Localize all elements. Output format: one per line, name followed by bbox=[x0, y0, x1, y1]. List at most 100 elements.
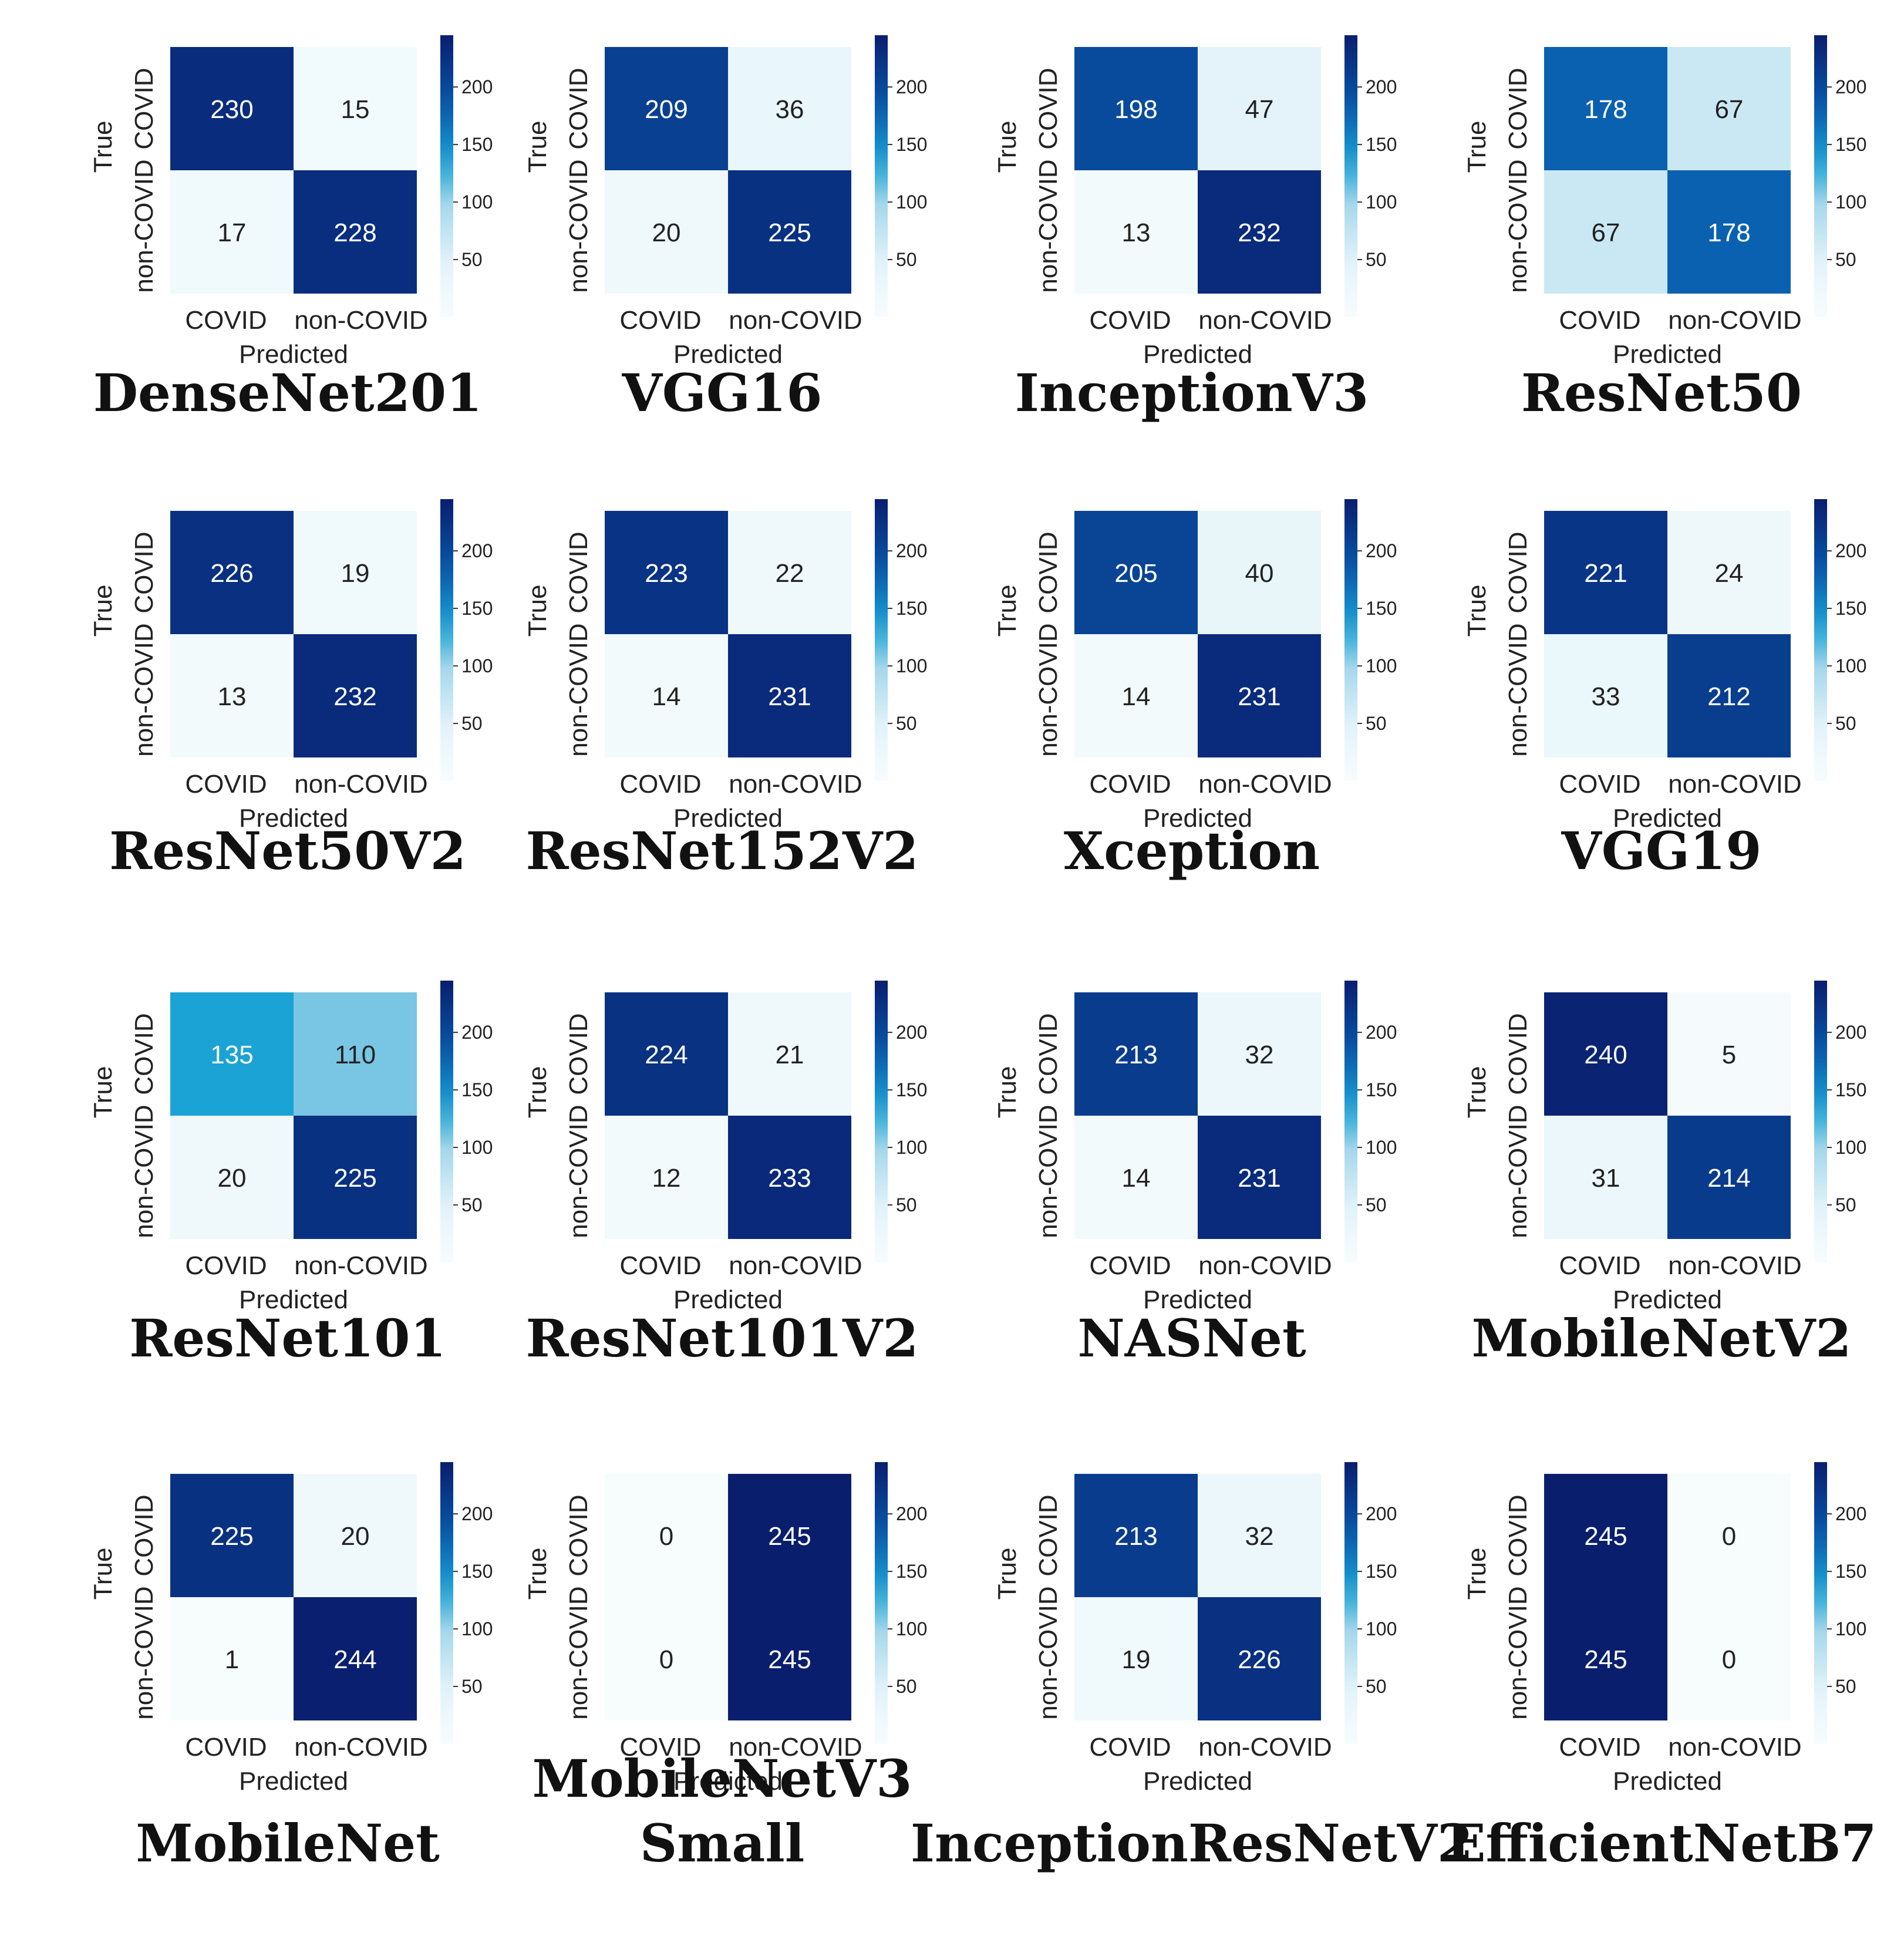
colorbar-tick-label: 200 bbox=[1835, 1503, 1866, 1524]
colorbar-tick-label: 200 bbox=[896, 1503, 927, 1524]
colorbar-tick-label: 100 bbox=[1366, 1137, 1397, 1158]
matrix-cell bbox=[1667, 1474, 1791, 1597]
confusion-matrix-8: 135 110 20 225 COVID non-COVID Predicted COVID n… bbox=[89, 981, 493, 1369]
matrix-cell bbox=[1544, 634, 1667, 757]
matrix-cell bbox=[1074, 1116, 1198, 1239]
colorbar-tick-label: 50 bbox=[1366, 713, 1387, 734]
colorbar-tick-label: 150 bbox=[1366, 134, 1397, 155]
cell-value: 231 bbox=[1238, 682, 1280, 711]
matrix-cell bbox=[294, 1474, 417, 1597]
confusion-matrix-5: 223 22 14 231 COVID non-COVID Predicted COVID no… bbox=[523, 499, 927, 881]
colorbar-tick-label: 100 bbox=[1366, 191, 1397, 213]
confusion-matrix-4: 226 19 13 232 COVID non-COVID Predicted COVID no… bbox=[89, 499, 493, 881]
x-tick-label: COVID bbox=[1559, 306, 1640, 335]
y-tick-label: COVID bbox=[1034, 68, 1063, 149]
matrix-cell bbox=[1667, 170, 1791, 294]
confusion-matrix-13: 0 245 0 245 COVID non-COVID Predicted COVID non-… bbox=[523, 1462, 927, 1874]
y-tick-label: COVID bbox=[1504, 1013, 1532, 1095]
colorbar-tick-label: 50 bbox=[461, 1194, 483, 1215]
y-tick-label: non-COVID bbox=[1504, 623, 1532, 756]
matrix-cell bbox=[1667, 47, 1791, 170]
colorbar-tick-label: 200 bbox=[461, 540, 493, 561]
colorbar bbox=[440, 35, 453, 317]
colorbar-tick-label: 150 bbox=[1835, 1561, 1866, 1582]
x-tick-label: COVID bbox=[185, 770, 267, 799]
cell-value: 231 bbox=[1238, 1164, 1280, 1193]
colorbar-tick-label: 100 bbox=[461, 1618, 493, 1639]
matrix-cell bbox=[1667, 511, 1791, 634]
colorbar-tick-label: 100 bbox=[1366, 655, 1397, 676]
x-axis-label: Predicted bbox=[1143, 340, 1252, 369]
matrix-cell bbox=[294, 511, 417, 634]
matrix-cell bbox=[170, 511, 294, 634]
y-tick-label: non-COVID bbox=[564, 159, 593, 292]
cell-value: 14 bbox=[1122, 682, 1151, 711]
panel-title: ResNet50 bbox=[1521, 362, 1802, 423]
matrix-cell bbox=[170, 634, 294, 757]
colorbar-tick-label: 200 bbox=[1366, 1022, 1397, 1043]
colorbar-tick-label: 150 bbox=[896, 1079, 927, 1100]
colorbar-tick-label: 200 bbox=[1366, 76, 1397, 97]
cell-value: 0 bbox=[659, 1522, 673, 1551]
colorbar bbox=[1344, 1462, 1357, 1744]
cell-value: 67 bbox=[1592, 218, 1620, 247]
y-tick-label: non-COVID bbox=[1034, 623, 1063, 756]
y-axis-label: True bbox=[993, 1066, 1022, 1119]
x-axis-label: Predicted bbox=[1613, 1767, 1722, 1796]
panel-title: Small bbox=[640, 1813, 805, 1874]
matrix-cell bbox=[294, 1597, 417, 1720]
panel-title: ResNet50V2 bbox=[109, 820, 466, 881]
panel-title: VGG16 bbox=[621, 362, 822, 423]
cell-value: 226 bbox=[1238, 1645, 1280, 1674]
cell-value: 225 bbox=[333, 1164, 376, 1193]
colorbar-tick-label: 200 bbox=[896, 76, 927, 97]
cell-value: 0 bbox=[1722, 1645, 1736, 1674]
confusion-matrix-12: 225 20 1 244 COVID non-COVID Predicted COVID non… bbox=[89, 1462, 493, 1874]
x-axis-label: Predicted bbox=[1613, 1285, 1722, 1314]
x-axis-label: Predicted bbox=[239, 1767, 348, 1796]
x-tick-label: non-COVID bbox=[294, 306, 427, 335]
colorbar-tick-label: 100 bbox=[461, 1137, 493, 1158]
cell-value: 12 bbox=[652, 1164, 681, 1193]
colorbar bbox=[1344, 499, 1357, 781]
x-tick-label: non-COVID bbox=[1198, 1251, 1332, 1280]
matrix-cell bbox=[1074, 511, 1198, 634]
cell-value: 212 bbox=[1707, 682, 1750, 711]
confusion-matrix-10: 213 32 14 231 COVID non-COVID Predicted COVID no… bbox=[993, 981, 1397, 1369]
x-tick-label: non-COVID bbox=[294, 770, 427, 799]
colorbar-tick-label: 50 bbox=[1366, 1194, 1387, 1215]
cell-value: 21 bbox=[776, 1041, 804, 1069]
x-axis-label: Predicted bbox=[1143, 1767, 1252, 1796]
x-tick-label: non-COVID bbox=[729, 1733, 862, 1762]
cell-value: 245 bbox=[1584, 1645, 1627, 1674]
y-tick-label: COVID bbox=[130, 1013, 159, 1095]
cell-value: 36 bbox=[776, 95, 804, 124]
cell-value: 0 bbox=[659, 1645, 673, 1674]
matrix-cell bbox=[728, 1116, 851, 1239]
matrix-cell bbox=[605, 992, 728, 1116]
colorbar-tick-label: 50 bbox=[461, 249, 483, 270]
y-axis-label: True bbox=[1462, 1066, 1491, 1119]
cell-value: 110 bbox=[335, 1041, 376, 1069]
matrix-cell bbox=[1074, 992, 1198, 1116]
cell-value: 198 bbox=[1114, 95, 1157, 124]
colorbar-tick-label: 150 bbox=[896, 598, 927, 619]
colorbar bbox=[875, 35, 888, 317]
cell-value: 245 bbox=[768, 1645, 811, 1674]
matrix-cell bbox=[1544, 992, 1667, 1116]
y-axis-label: True bbox=[993, 121, 1022, 173]
x-axis-label: Predicted bbox=[1613, 340, 1722, 369]
colorbar-tick-label: 50 bbox=[1366, 249, 1387, 270]
colorbar-tick-label: 100 bbox=[1835, 655, 1866, 676]
y-tick-label: COVID bbox=[564, 1494, 593, 1576]
matrix-cell bbox=[170, 992, 294, 1116]
y-tick-label: non-COVID bbox=[564, 1586, 593, 1719]
colorbar-tick-label: 150 bbox=[461, 1561, 493, 1582]
y-tick-label: non-COVID bbox=[1504, 1586, 1532, 1719]
matrix-cell bbox=[728, 511, 851, 634]
colorbar-tick-label: 50 bbox=[1835, 249, 1856, 270]
cell-value: 13 bbox=[1122, 218, 1151, 247]
matrix-cell bbox=[1198, 170, 1321, 294]
y-tick-label: non-COVID bbox=[1504, 159, 1532, 292]
matrix-cell bbox=[605, 1116, 728, 1239]
